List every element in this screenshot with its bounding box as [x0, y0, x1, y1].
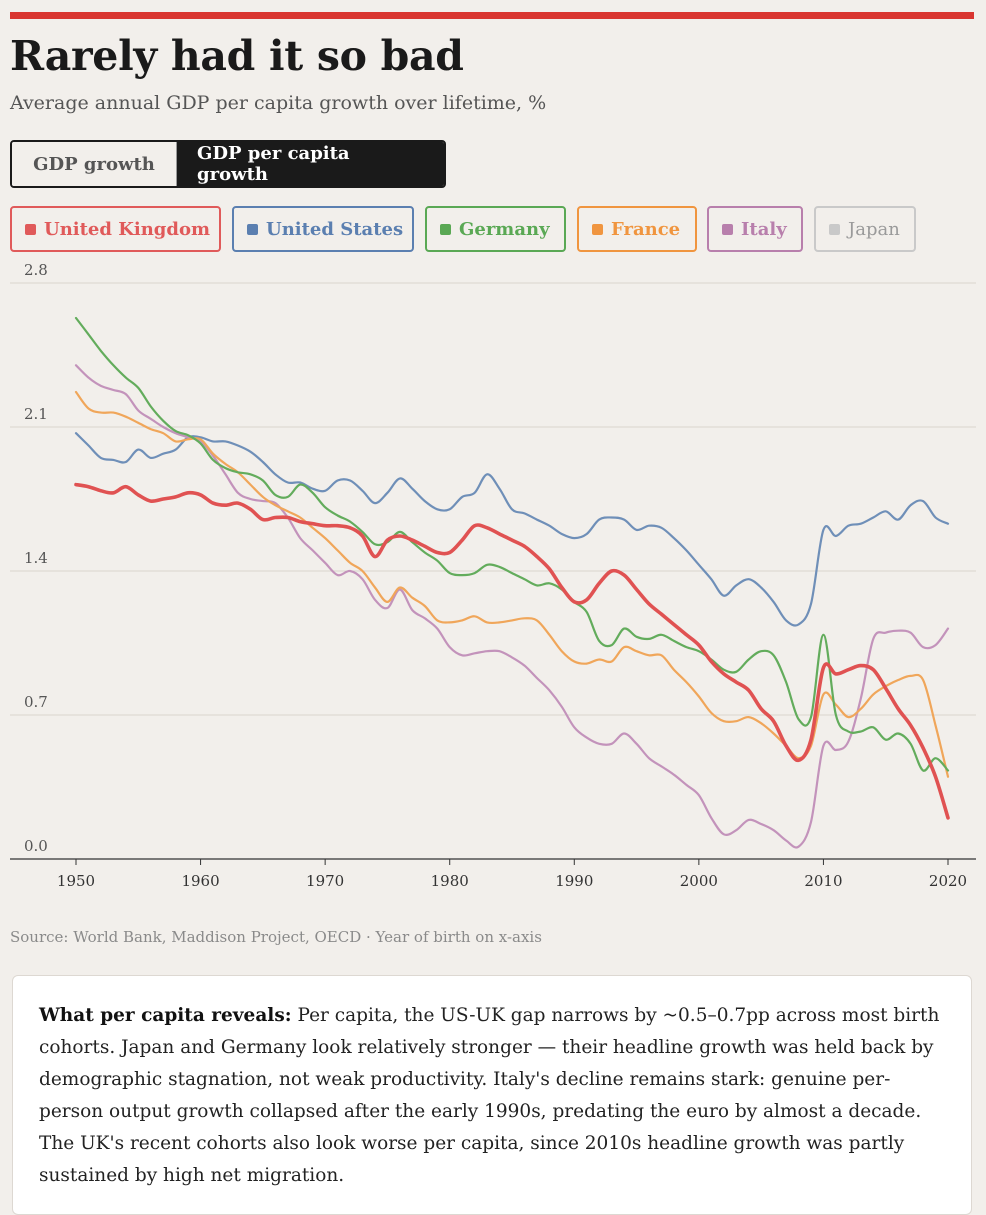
x-tick-label: 1960: [181, 872, 219, 890]
legend-swatch: [440, 223, 451, 235]
legend-swatch: [829, 223, 840, 235]
gridlines: [10, 282, 976, 716]
x-tick-label: 1950: [57, 872, 95, 890]
legend-swatch: [722, 223, 733, 235]
y-axis-ticks: 0.0 0.7 1.4 2.1 2.8: [24, 261, 48, 855]
y-tick-label: 0.0: [24, 837, 48, 855]
legend-label: Japan: [848, 218, 900, 240]
legend-france[interactable]: France: [577, 206, 697, 252]
legend-label: Italy: [741, 218, 787, 240]
annotation-body: Per capita, the US-UK gap narrows by ~0.…: [39, 1005, 940, 1186]
legend-label: Germany: [459, 218, 550, 240]
x-tick-label: 1990: [555, 872, 593, 890]
annotation-box: What per capita reveals: Per capita, the…: [12, 975, 972, 1215]
source-note: Source: World Bank, Maddison Project, OE…: [10, 928, 542, 946]
metric-toggle: GDP growth GDP per capita growth: [10, 140, 446, 188]
series-line-france: [74, 390, 950, 778]
legend-swatch: [25, 223, 36, 235]
x-tick-label: 2020: [929, 872, 967, 890]
y-tick-label: 2.1: [24, 405, 48, 423]
y-tick-label: 2.8: [24, 261, 48, 279]
series-lines: [74, 316, 950, 849]
legend-united-states[interactable]: United States: [232, 206, 414, 252]
chart-subtitle: Average annual GDP per capita growth ove…: [10, 92, 547, 114]
series-line-italy: [74, 364, 950, 849]
legend-united-kingdom[interactable]: United Kingdom: [10, 206, 221, 252]
series-line-united-kingdom: [74, 482, 950, 820]
legend-label: United Kingdom: [44, 218, 211, 240]
line-chart: 0.0 0.7 1.4 2.1 2.8 1950 1960 1970 1980 1990 2000…: [10, 261, 976, 890]
x-tick-label: 1980: [431, 872, 469, 890]
legend-swatch: [247, 223, 258, 235]
toggle-gdp-per-capita-growth[interactable]: GDP per capita growth: [177, 142, 444, 186]
series-line-germany: [74, 316, 950, 772]
legend-germany[interactable]: Germany: [425, 206, 566, 252]
legend-italy[interactable]: Italy: [707, 206, 803, 252]
legend-label: France: [611, 218, 681, 240]
x-axis: 1950 1960 1970 1980 1990 2000 2010 2020: [10, 858, 976, 890]
legend-japan[interactable]: Japan: [814, 206, 916, 252]
x-tick-label: 2010: [804, 872, 842, 890]
y-tick-label: 0.7: [24, 693, 48, 711]
series-line-united-states: [74, 432, 950, 627]
legend-label: United States: [266, 218, 404, 240]
toggle-gdp-growth[interactable]: GDP growth: [12, 142, 177, 186]
chart-title: Rarely had it so bad: [10, 32, 464, 80]
annotation-heading: What per capita reveals:: [39, 1005, 292, 1026]
x-tick-label: 2000: [680, 872, 718, 890]
legend-swatch: [592, 223, 603, 235]
y-tick-label: 1.4: [24, 549, 48, 567]
x-tick-label: 1970: [306, 872, 344, 890]
brand-accent-bar: [10, 12, 974, 19]
